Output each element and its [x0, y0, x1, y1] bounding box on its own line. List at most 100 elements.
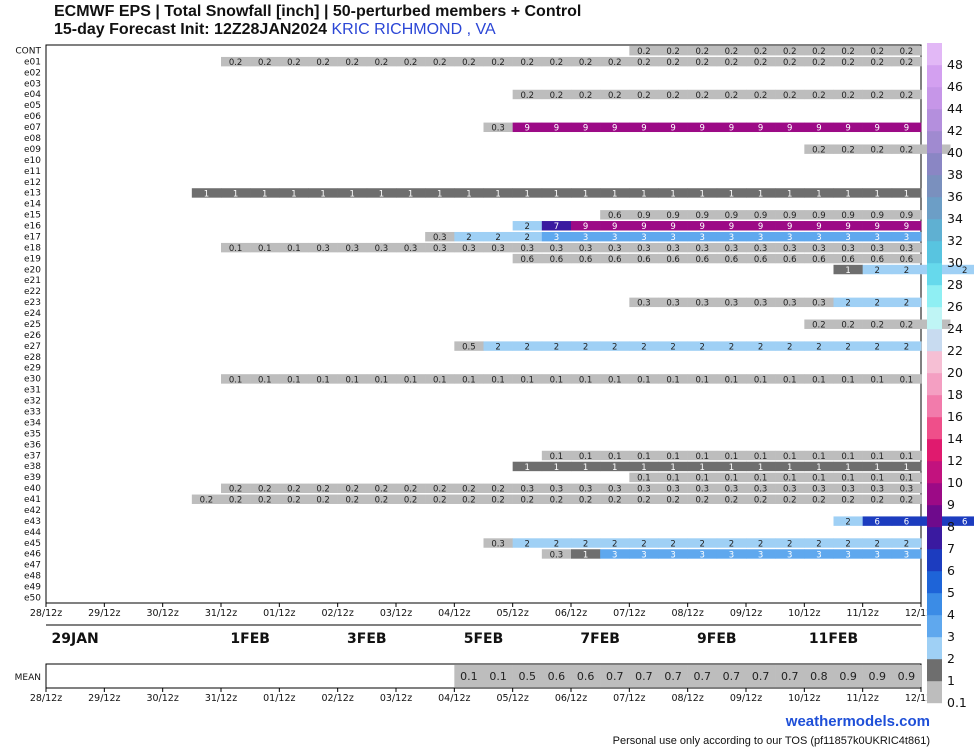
member-cell	[629, 122, 659, 133]
cell-value: 0.1	[520, 375, 534, 385]
cell-value: 2	[816, 539, 821, 549]
cell-value: 0.1	[870, 452, 884, 462]
member-cell	[571, 341, 601, 351]
member-cell	[366, 242, 397, 253]
member-cell	[600, 210, 630, 220]
cell-value: 0.2	[375, 58, 389, 68]
colorbar-label: 12	[947, 453, 963, 468]
member-cell	[279, 374, 309, 384]
member-cell	[891, 297, 922, 308]
member-cell	[541, 461, 572, 472]
cell-value: 2	[495, 342, 500, 352]
member-cell	[746, 253, 776, 264]
member-cell	[716, 242, 747, 253]
member-cell	[454, 56, 484, 67]
cell-value: 9	[641, 222, 646, 232]
cell-value: 0.6	[900, 255, 914, 265]
colorbar-swatch	[927, 527, 942, 550]
member-cell	[687, 210, 718, 220]
cell-value: 3	[612, 550, 617, 560]
site-credit[interactable]: weathermodels.com	[785, 713, 930, 730]
cell-value: 0.6	[812, 255, 826, 265]
member-cell	[862, 494, 893, 504]
cell-value: 0.6	[754, 255, 768, 265]
cell-value: 0.3	[462, 244, 476, 254]
cell-value: 9	[758, 124, 763, 134]
member-cell	[833, 242, 863, 253]
cell-value: 0.2	[754, 47, 768, 57]
time-tick-label: 28/12z	[30, 693, 62, 704]
member-cell	[891, 231, 922, 242]
cell-value: 2	[875, 299, 880, 309]
cell-value: 1	[904, 189, 909, 199]
cell-value: 9	[612, 222, 617, 232]
member-cell	[687, 461, 718, 472]
cell-value: 0.2	[345, 496, 359, 506]
member-cell	[366, 494, 397, 504]
colorbar-swatch	[927, 549, 942, 572]
member-cell	[600, 549, 630, 559]
cell-value: 9	[729, 222, 734, 232]
member-cell	[833, 231, 863, 242]
member-cell	[716, 538, 747, 548]
member-cell	[658, 297, 688, 308]
time-tick-label: 10/12z	[788, 693, 820, 704]
member-cell	[337, 374, 368, 384]
colorbar-label: 14	[947, 431, 963, 446]
member-cell	[571, 253, 601, 264]
member-label: e43	[24, 517, 41, 527]
member-cell	[629, 231, 659, 242]
cell-value: 3	[700, 550, 705, 560]
member-cell	[862, 374, 893, 384]
colorbar-swatch	[927, 65, 942, 88]
member-label: e39	[24, 473, 41, 483]
cell-value: 0.2	[783, 91, 797, 101]
member-cell	[687, 188, 718, 198]
cell-value: 0.1	[229, 375, 243, 385]
member-cell	[804, 472, 834, 483]
cell-value: 0.3	[812, 485, 826, 495]
cell-value: 9	[583, 222, 588, 232]
member-cell	[658, 549, 688, 559]
member-cell	[716, 461, 747, 472]
member-cell	[833, 450, 863, 461]
cell-value: 9	[904, 124, 909, 134]
colorbar-swatch	[927, 285, 942, 308]
member-cell	[687, 472, 718, 483]
time-tick-label: 05/12z	[496, 608, 528, 619]
cell-value: 0.3	[754, 299, 768, 309]
cell-value: 1	[641, 189, 646, 199]
cell-value: 0.1	[287, 244, 301, 254]
cell-value: 3	[583, 233, 588, 243]
member-cell	[629, 242, 659, 253]
cell-value: 0.2	[783, 47, 797, 57]
member-cell	[833, 46, 863, 56]
cell-value: 0.3	[666, 244, 680, 254]
cell-value: 1	[320, 189, 325, 199]
cell-value: 6	[962, 517, 967, 527]
member-cell	[337, 188, 368, 198]
member-cell	[716, 341, 747, 351]
cell-value: 0.2	[841, 146, 855, 156]
member-cell	[687, 374, 718, 384]
member-cell	[862, 89, 893, 100]
cell-value: 0.1	[812, 474, 826, 484]
cell-value: 1	[466, 189, 471, 199]
member-cell	[571, 549, 601, 559]
time-tick-label: 06/12z	[555, 608, 587, 619]
member-cell	[716, 450, 747, 461]
member-cell	[512, 374, 543, 384]
cell-value: 0.3	[404, 244, 418, 254]
member-cell	[541, 89, 572, 100]
cell-value: 0.2	[462, 496, 476, 506]
member-cell	[541, 374, 572, 384]
colorbar-label: 8	[947, 519, 955, 534]
cell-value: 1	[670, 189, 675, 199]
mean-value: 0.9	[898, 670, 916, 683]
cell-value: 0.2	[841, 496, 855, 506]
cell-value: 1	[845, 463, 850, 473]
member-cell	[746, 494, 776, 504]
member-cell	[454, 374, 484, 384]
cell-value: 0.1	[754, 375, 768, 385]
member-cell	[716, 494, 747, 504]
